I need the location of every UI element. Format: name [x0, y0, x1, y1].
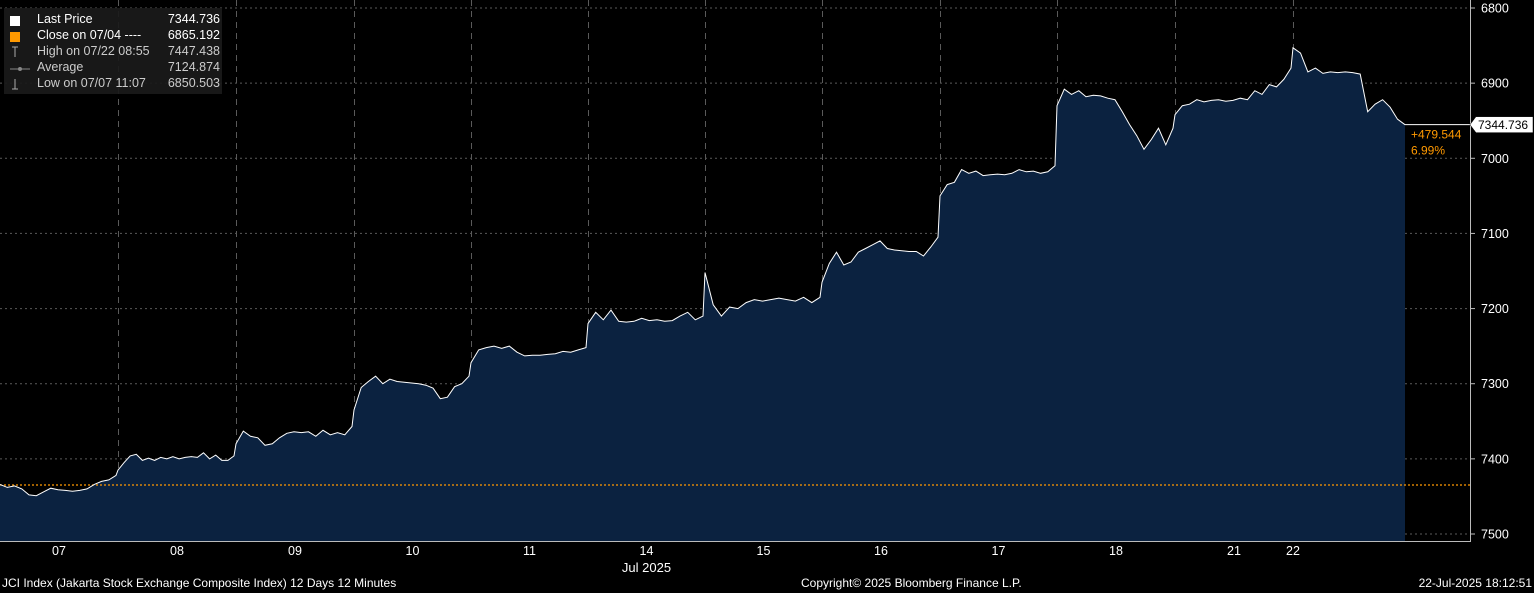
x-tick-label: 21	[1227, 544, 1241, 558]
x-tick-label: 10	[406, 544, 420, 558]
legend-item-average: Average 7124.874	[4, 59, 222, 75]
legend-value: 7344.736	[167, 12, 220, 26]
legend-item-low: Low on 07/07 11:07 6850.503	[4, 75, 222, 91]
x-tick-label: 17	[992, 544, 1006, 558]
y-axis-ticks: 7500 7400 7300 7200 7100 7000 6900 6800	[1470, 2, 1509, 542]
footer-copyright: Copyright© 2025 Bloomberg Finance L.P.	[801, 576, 1022, 590]
x-tick-label: 15	[757, 544, 771, 558]
legend-item-close: Close on 07/04 ---- 6865.192	[4, 27, 222, 43]
y-tick-label: 7100	[1481, 227, 1509, 241]
area-fill	[0, 47, 1405, 542]
y-tick-label: 7200	[1481, 302, 1509, 316]
legend-value: 7447.438	[167, 44, 220, 58]
legend-value: 7124.874	[167, 60, 220, 74]
x-tick-label: 16	[874, 544, 888, 558]
legend-value: 6865.192	[167, 28, 220, 42]
x-tick-label: 07	[52, 544, 66, 558]
legend-item-last-price: Last Price 7344.736	[4, 11, 222, 27]
legend-label: Close on 07/04 ----	[37, 28, 142, 42]
y-tick-label: 6800	[1481, 2, 1509, 16]
legend-panel: Last Price 7344.736 Close on 07/04 ---- …	[4, 8, 222, 94]
footer-timestamp: 22-Jul-2025 18:12:51	[1418, 576, 1532, 590]
last-price-tag	[1469, 116, 1534, 133]
change-percent-label: 6.99%	[1411, 144, 1445, 158]
price-area	[0, 47, 1405, 542]
x-tick-label: 11	[523, 544, 536, 558]
price-series-line	[0, 46, 1406, 497]
x-axis-ticks: 07 08 09 10 11 14 15 16 17 18 21 22	[52, 544, 1300, 558]
y-tick-label: 7500	[1481, 528, 1509, 542]
y-tick-label: 7000	[1481, 152, 1509, 166]
x-tick-label: 18	[1109, 544, 1123, 558]
y-tick-label: 7400	[1481, 452, 1509, 466]
price-line	[0, 46, 1470, 497]
white-square-icon	[10, 14, 20, 26]
x-tick-label: 08	[170, 544, 184, 558]
legend-label: High on 07/22 08:55	[37, 44, 150, 58]
legend-label: Average	[37, 60, 84, 74]
average-marker-icon	[10, 62, 30, 72]
legend-value: 6850.503	[167, 76, 220, 90]
x-tick-label: 09	[288, 544, 302, 558]
axes	[0, 0, 1471, 542]
y-tick-label: 7300	[1481, 377, 1509, 391]
legend-label: Last Price	[37, 12, 93, 26]
legend-item-high: High on 07/22 08:55 7447.438	[4, 43, 222, 59]
x-axis-month-label: Jul 2025	[622, 560, 671, 575]
orange-square-icon	[10, 30, 20, 42]
last-price-label: 7344.736	[1478, 118, 1528, 132]
high-marker-icon	[10, 46, 20, 57]
x-tick-label: 14	[640, 544, 654, 558]
footer-security-description: JCI Index (Jakarta Stock Exchange Compos…	[2, 576, 397, 590]
low-marker-icon	[10, 78, 20, 90]
last-price-marker: 7344.736 +479.544 6.99%	[1411, 116, 1534, 158]
y-tick-label: 6900	[1481, 77, 1509, 91]
x-tick-label: 22	[1286, 544, 1300, 558]
change-absolute-label: +479.544	[1411, 128, 1462, 142]
legend-label: Low on 07/07 11:07	[37, 76, 146, 90]
